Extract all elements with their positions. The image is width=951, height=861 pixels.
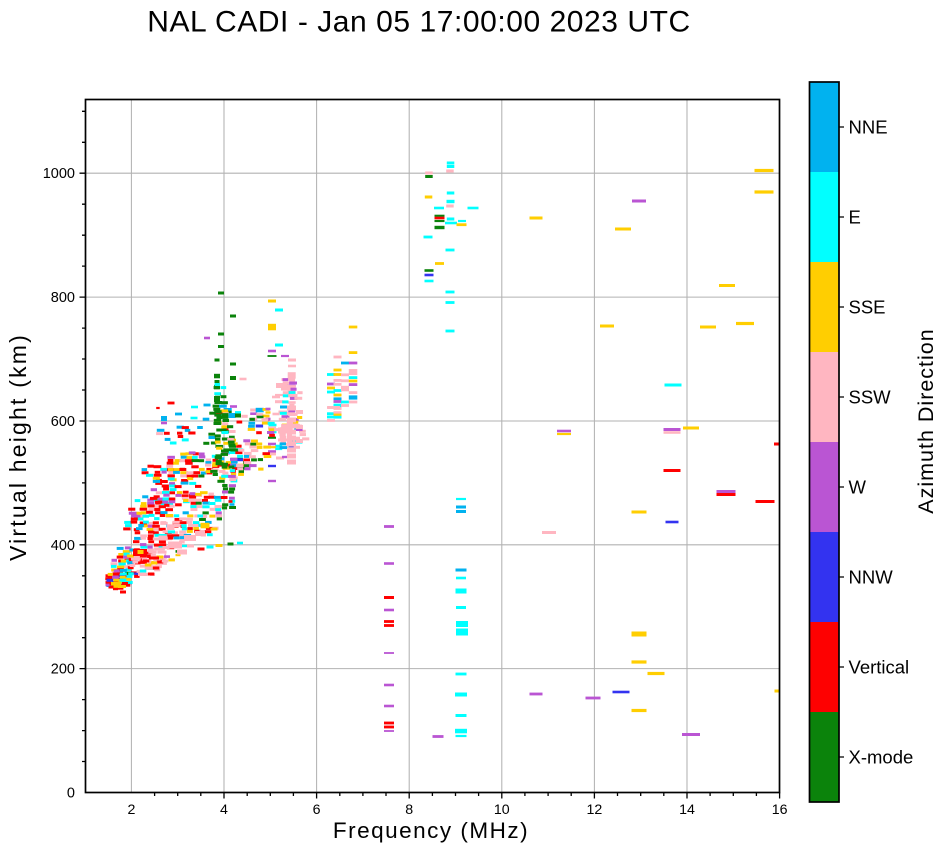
svg-text:Azimuth Direction: Azimuth Direction	[914, 328, 938, 513]
svg-text:4: 4	[220, 802, 228, 818]
svg-text:2: 2	[127, 802, 135, 818]
svg-text:Vertical: Vertical	[849, 657, 910, 678]
svg-text:800: 800	[51, 290, 75, 306]
svg-text:X-mode: X-mode	[849, 747, 914, 768]
svg-text:W: W	[849, 477, 867, 498]
svg-text:Frequency (MHz): Frequency (MHz)	[333, 818, 529, 843]
svg-text:200: 200	[51, 662, 75, 678]
svg-text:16: 16	[772, 802, 788, 818]
svg-text:600: 600	[51, 414, 75, 430]
svg-text:SSW: SSW	[849, 387, 892, 408]
svg-text:1000: 1000	[43, 166, 75, 182]
svg-text:NAL CADI - Jan 05 17:00:00 202: NAL CADI - Jan 05 17:00:00 2023 UTC	[147, 6, 690, 39]
svg-text:6: 6	[313, 802, 321, 818]
svg-text:14: 14	[679, 802, 695, 818]
svg-text:10: 10	[494, 802, 510, 818]
svg-text:Virtual height (km): Virtual height (km)	[5, 333, 31, 561]
svg-text:0: 0	[67, 786, 75, 802]
svg-text:SSE: SSE	[849, 297, 886, 318]
svg-text:8: 8	[405, 802, 413, 818]
svg-text:12: 12	[587, 802, 603, 818]
svg-text:400: 400	[51, 538, 75, 554]
svg-text:E: E	[849, 207, 861, 228]
svg-text:NNE: NNE	[849, 117, 888, 138]
svg-text:NNW: NNW	[849, 567, 894, 588]
